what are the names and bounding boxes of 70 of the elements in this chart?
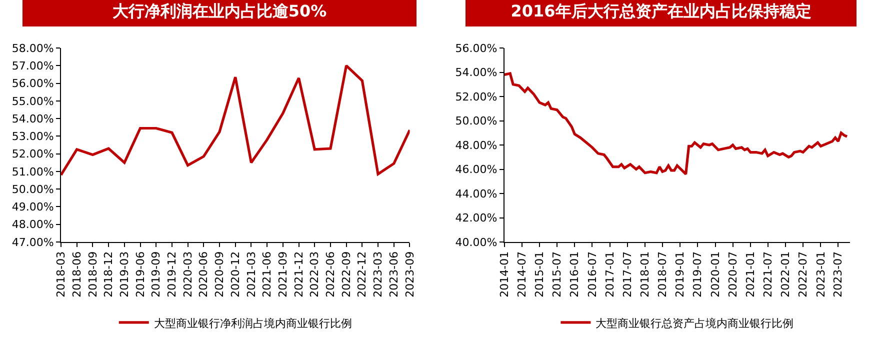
y-tick-label: 40.00% [455,236,498,249]
x-tick-label: 2021-03 [244,251,258,298]
y-tick-label: 52.00% [455,90,498,104]
x-tick-label: 2022-06 [324,251,338,298]
x-tick-label: 2018-12 [102,251,116,298]
line-series [504,72,848,176]
legend-label: 大型商业银行净利润占境内商业银行比例 [154,316,352,330]
x-tick-label: 2018-09 [86,251,100,298]
x-tick-label: 2018-06 [70,251,84,298]
x-tick-label: 2020-09 [213,251,226,298]
x-tick-label: 2020-03 [181,251,194,298]
line-series [61,64,410,176]
y-tick-label: 44.00% [455,187,498,200]
x-tick-label: 2015-01 [533,251,546,298]
chart-title: 2016年后大行总资产在业内占比保持稳定 [510,2,812,20]
x-tick-label: 2023-07 [832,251,845,298]
x-tick-label: 2019-09 [150,251,163,298]
x-tick-label: 2022-12 [356,251,369,298]
x-tick-label: 2020-07 [726,251,740,298]
x-tick-label: 2015-07 [550,251,564,298]
y-tick-label: 49.00% [12,200,54,214]
x-tick-label: 2020-12 [228,251,242,298]
x-tick-label: 2014-07 [515,251,528,298]
y-tick-label: 53.00% [12,130,54,144]
y-tick-label: 42.00% [455,212,498,225]
y-tick-label: 55.00% [12,94,54,108]
x-tick-label: 2022-03 [308,251,322,298]
x-tick-label: 2020-01 [708,251,722,298]
y-tick-label: 58.00% [12,42,54,55]
legend-label: 大型商业银行总资产占境内商业银行比例 [596,316,794,330]
x-tick-label: 2021-06 [260,251,274,298]
x-tick-label: 2017-01 [603,251,616,298]
x-tick-label: 2022-01 [779,251,792,298]
x-tick-label: 2020-06 [197,251,210,298]
y-tick-label: 54.00% [12,112,54,126]
x-tick-label: 2019-07 [691,251,704,298]
x-tick-label: 2019-03 [118,251,131,298]
x-tick-label: 2021-09 [276,251,290,298]
x-tick-label: 2023-09 [403,251,416,298]
x-tick-label: 2018-01 [638,251,652,298]
y-tick-label: 46.00% [455,163,498,176]
x-tick-label: 2016-07 [586,251,599,298]
x-tick-label: 2022-09 [340,251,353,298]
x-tick-label: 2019-06 [134,251,147,298]
y-tick-label: 50.00% [455,114,498,128]
x-tick-label: 2023-06 [387,251,400,298]
y-tick-label: 56.00% [12,77,54,90]
x-tick-label: 2016-01 [568,251,582,298]
y-tick-label: 54.00% [455,66,498,80]
chart-title: 大行净利润在业内占比逾50% [112,2,327,20]
x-tick-label: 2023-01 [814,251,828,298]
x-tick-label: 2021-07 [761,251,774,298]
y-tick-label: 48.00% [12,218,54,232]
y-tick-label: 47.00% [12,236,54,249]
x-tick-label: 2018-07 [656,251,670,298]
y-tick-label: 56.00% [455,42,498,55]
x-tick-label: 2017-07 [620,251,634,298]
y-tick-label: 57.00% [12,59,54,72]
y-tick-label: 52.00% [12,148,54,161]
x-tick-label: 2021-12 [292,251,306,298]
x-tick-label: 2014-01 [498,251,511,298]
y-tick-label: 50.00% [12,182,54,196]
x-tick-label: 2021-01 [744,251,758,298]
x-tick-label: 2019-01 [674,251,687,298]
x-tick-label: 2022-07 [796,251,810,298]
y-tick-label: 51.00% [12,165,54,178]
y-tick-label: 48.00% [455,138,498,152]
x-tick-label: 2023-03 [372,251,385,298]
x-tick-label: 2018-03 [54,251,68,298]
x-tick-label: 2019-12 [166,251,179,298]
